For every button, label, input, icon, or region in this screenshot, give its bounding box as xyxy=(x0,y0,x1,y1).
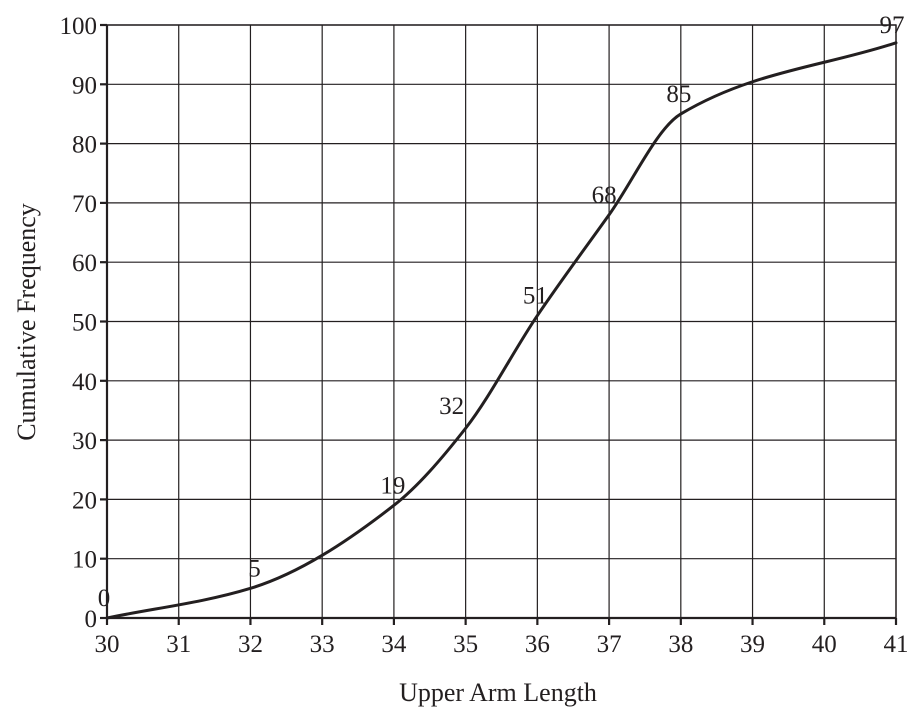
x-tick-label-39: 39 xyxy=(740,631,765,658)
data-label-36: 51 xyxy=(523,283,548,310)
y-tick-label-30: 30 xyxy=(72,428,97,455)
y-tick-label-100: 100 xyxy=(60,13,98,40)
point-labels: 0 5 19 32 51 68 85 97 xyxy=(98,12,905,612)
x-tick-label-31: 31 xyxy=(166,631,191,658)
tick-labels: 30 31 32 33 34 35 36 37 38 39 40 410102030405060708… xyxy=(60,13,909,658)
data-label-30: 0 xyxy=(98,585,111,612)
y-tick-label-70: 70 xyxy=(72,191,97,218)
x-tick-label-38: 38 xyxy=(668,631,693,658)
y-tick-label-80: 80 xyxy=(72,132,97,159)
y-tick-label-60: 60 xyxy=(72,250,97,277)
x-tick-label-37: 37 xyxy=(597,631,622,658)
x-tick-label-35: 35 xyxy=(453,631,478,658)
axes xyxy=(100,23,898,625)
cumulative-frequency-curve xyxy=(105,41,898,620)
y-tick-label-40: 40 xyxy=(72,369,97,396)
x-tick-label-34: 34 xyxy=(381,631,407,658)
grid xyxy=(107,24,897,618)
x-axis-title: Upper Arm Length xyxy=(399,678,597,707)
x-tick-label-33: 33 xyxy=(310,631,335,658)
x-tick-label-30: 30 xyxy=(95,631,120,658)
y-tick-label-10: 10 xyxy=(72,547,97,574)
y-tick-label-0: 0 xyxy=(85,606,98,633)
data-label-34: 19 xyxy=(380,472,405,499)
x-tick-label-32: 32 xyxy=(238,631,263,658)
data-label-37: 68 xyxy=(592,182,617,209)
series-layer xyxy=(105,41,898,620)
y-tick-label-50: 50 xyxy=(72,310,97,337)
y-axis-title: Cumulative Frequency xyxy=(12,203,41,441)
y-tick-label-90: 90 xyxy=(72,72,97,99)
data-label-35: 32 xyxy=(439,393,464,420)
data-label-32: 5 xyxy=(248,555,261,582)
y-tick-label-20: 20 xyxy=(72,487,97,514)
x-tick-label-40: 40 xyxy=(812,631,837,658)
x-tick-label-36: 36 xyxy=(525,631,550,658)
x-tick-label-41: 41 xyxy=(884,631,909,658)
data-label-41: 97 xyxy=(880,12,905,39)
data-label-38: 85 xyxy=(666,81,691,108)
